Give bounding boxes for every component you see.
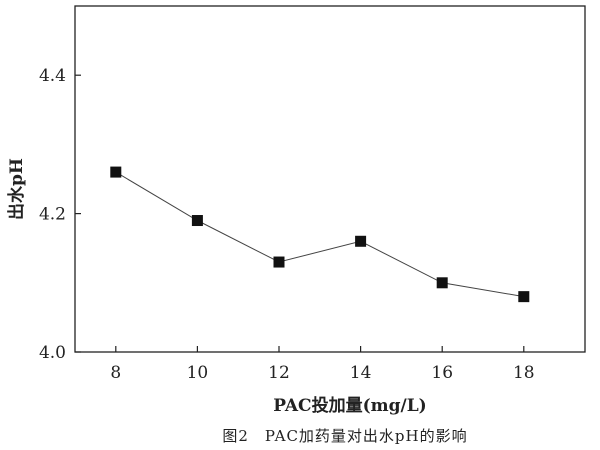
- y-tick-label: 4.0: [39, 343, 66, 363]
- y-tick-label: 4.2: [39, 205, 66, 225]
- plot-frame: [74, 5, 586, 353]
- x-tick-label: 8: [110, 363, 121, 383]
- data-point: [273, 256, 285, 268]
- figure-caption: 图2 PAC加药量对出水pH的影响: [222, 427, 467, 445]
- x-tick-label: 14: [350, 363, 372, 383]
- data-point: [355, 235, 367, 247]
- x-axis: 8 10 12 14 16 18: [110, 346, 535, 383]
- series-line: [115, 171, 524, 298]
- x-axis-title: PAC投加量(mg/L): [273, 395, 426, 416]
- data-point: [518, 291, 530, 303]
- x-tick-label: 12: [268, 363, 290, 383]
- y-axis-title: 出水pH: [6, 158, 27, 220]
- data-point: [436, 277, 448, 289]
- y-tick-label: 4.4: [39, 66, 66, 86]
- data-point: [110, 166, 122, 178]
- x-tick-label: 18: [513, 363, 535, 383]
- data-markers: [110, 166, 530, 303]
- data-point: [191, 215, 203, 227]
- x-tick-label: 16: [431, 363, 453, 383]
- y-axis: 4.0 4.2 4.4: [39, 66, 81, 363]
- x-tick-label: 10: [187, 363, 209, 383]
